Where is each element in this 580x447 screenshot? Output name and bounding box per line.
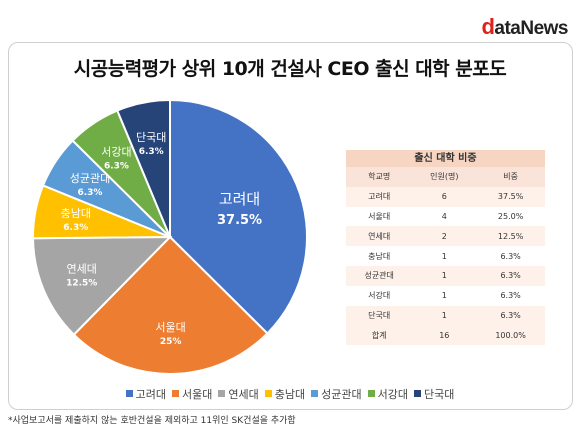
table-total-row: 합계 16 100.0% [346,325,545,346]
legend-label: 서강대 [377,388,408,401]
legend-item-korea: 고려대 [125,386,166,402]
legend-swatch [413,390,421,397]
pie-slice-korea [169,98,308,335]
legend-item-sogang: 서강대 [367,386,408,402]
cell-share: 6.3% [476,246,545,266]
cell-school: 충남대 [346,246,413,266]
cell-school: 고려대 [346,186,413,207]
header-count: 인원(명) [412,167,477,187]
cell-count: 2 [412,226,477,247]
cell-share: 6.3% [476,265,545,286]
legend-label: 성균관대 [321,388,362,401]
chart-title: 시공능력평가 상위 10개 건설사 CEO 출신 대학 분포도 [73,58,507,80]
table-row: 서울대 4 25.0% [346,206,545,227]
table-row: 고려대 6 37.5% [346,186,545,207]
legend-label: 서울대 [182,388,213,401]
slice-label-skku: 성균관대 [70,172,110,185]
cell-school: 단국대 [346,305,413,326]
pie-slice-yonsei [31,235,173,337]
table-row: 단국대 1 6.3% [346,305,545,326]
header-school: 학교명 [346,167,413,187]
legend-item-snu: 서울대 [172,386,212,402]
cell-count: 1 [412,305,477,326]
slice-label-sogang: 서강대 [101,145,131,158]
slice-value-snu: 25% [160,337,182,347]
legend-swatch [311,390,319,397]
share-table: 출신 대학 비중 학교명 인원(명) 비중 고려대 6 37.5% 서울대 4 25.0… [346,150,545,346]
cell-share: 6.3% [476,285,545,306]
cell-school: 연세대 [346,226,413,247]
slice-value-korea: 37.5% [217,213,262,228]
cell-school: 서강대 [346,285,413,306]
cell-count: 6 [412,186,477,207]
slice-value-skku: 6.3% [77,188,102,198]
legend-item-chungnam: 충남대 [264,386,306,402]
cell-share: 37.5% [476,186,545,207]
slice-label-snu: 서울대 [155,321,185,334]
cell-count: 1 [412,285,477,306]
cell-school: 합계 [346,325,413,346]
datanews-logo: dataNews [481,14,568,39]
table-row: 성균관대 1 6.3% [346,265,545,286]
legend-label: 연세대 [228,388,259,401]
legend-item-dankook: 단국대 [413,386,455,402]
slice-value-dankook: 6.3% [139,147,164,157]
legend-swatch [218,390,226,397]
legend-label: 단국대 [423,388,455,401]
slice-value-chungnam: 6.3% [63,223,88,233]
chart-legend: 고려대 서울대 연세대 충남대 성균관대 서강대 단국대 [0,386,580,402]
header-share: 비중 [476,167,545,187]
legend-swatch [172,390,179,397]
cell-school: 성균관대 [346,265,413,286]
table-row: 충남대 1 6.3% [346,246,545,266]
pie-slice-snu [72,235,269,375]
cell-share: 12.5% [476,226,545,247]
cell-count: 4 [412,206,477,227]
cell-count: 1 [412,246,477,266]
legend-swatch [125,390,133,397]
slice-label-chungnam: 충남대 [61,207,91,220]
slice-value-yonsei: 12.5% [66,278,97,288]
slice-label-yonsei: 연세대 [67,262,97,275]
legend-swatch [264,390,272,397]
slice-value-sogang: 6.3% [104,161,129,171]
pie-slice-dankook [115,98,171,238]
table-row: 서강대 1 6.3% [346,285,545,306]
legend-label: 충남대 [274,388,306,401]
table-title: 출신 대학 비중 [346,150,545,167]
cell-share: 100.0% [476,325,545,346]
cell-share: 6.3% [476,305,545,326]
cell-count: 1 [412,265,477,286]
table-header-row: 학교명 인원(명) 비중 [346,167,545,187]
table-row: 연세대 2 12.5% [346,226,545,247]
cell-share: 25.0% [476,206,545,227]
slice-label-dankook: 단국대 [136,131,166,144]
slice-label-korea: 고려대 [219,190,260,208]
legend-label: 고려대 [135,388,166,401]
legend-item-skku: 성균관대 [311,386,362,402]
cell-school: 서울대 [346,206,413,227]
legend-swatch [367,390,375,397]
cell-count: 16 [412,325,477,346]
footnote: *사업보고서를 제출하지 않는 호반건설을 제외하고 11위인 SK건설을 추가… [8,416,296,426]
legend-item-yonsei: 연세대 [218,386,259,402]
